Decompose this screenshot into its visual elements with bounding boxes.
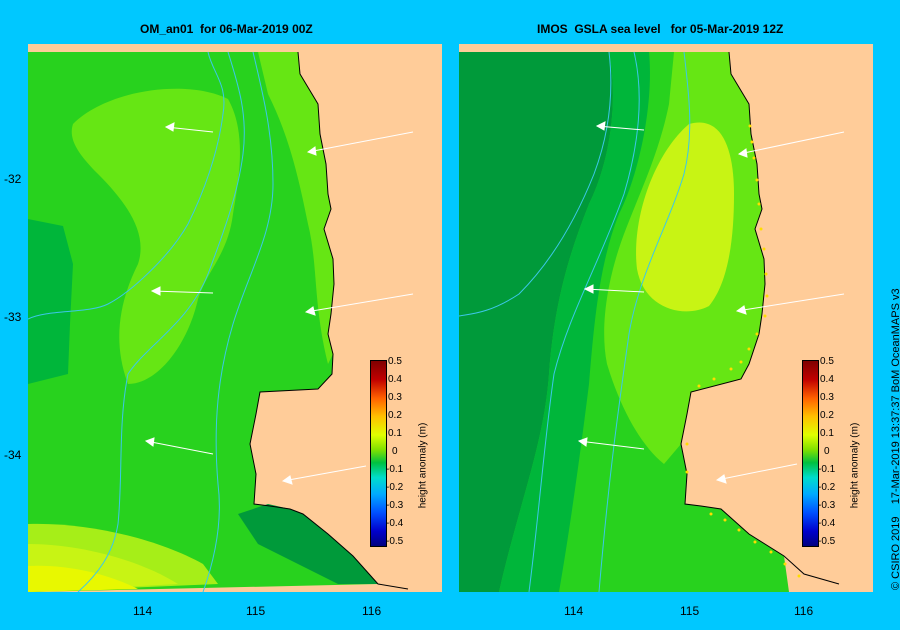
colorbar-tick: -0.1 xyxy=(818,464,836,475)
bathymetry-contour xyxy=(598,51,691,592)
bathymetry-contour xyxy=(77,51,245,592)
panel-title-right: IMOS GSLA sea level for 05-Mar-2019 12Z xyxy=(537,22,784,36)
contour-neg-0-1-west xyxy=(459,52,613,592)
current-arrows xyxy=(144,122,414,485)
colorbar-tick: -0.3 xyxy=(818,500,836,511)
contour-neg-0-05-west xyxy=(499,52,650,592)
colorbar-label: height anomaly (m) xyxy=(849,422,861,509)
colorbar-tick: 0.2 xyxy=(820,410,834,421)
bathymetry-contour xyxy=(202,51,274,592)
colorbar-tick: 0.4 xyxy=(820,374,834,385)
colorbar-tick: -0.3 xyxy=(386,500,404,511)
colorbar-tick: -0.5 xyxy=(818,536,836,547)
lon-tick-right: 116 xyxy=(794,604,814,618)
bathymetry-contour xyxy=(528,51,640,592)
lat-tick-left: -34 xyxy=(4,448,22,462)
current-arrows xyxy=(577,121,845,484)
contour-pos-0-15-core xyxy=(636,122,734,312)
colorbar-tick: -0.5 xyxy=(386,536,404,547)
colorbar-tick: 0 xyxy=(824,446,830,457)
lat-tick-left: -32 xyxy=(4,172,22,186)
colorbar-tick: 0.1 xyxy=(388,428,402,439)
coastline xyxy=(680,51,840,585)
colorbar-tick: 0.4 xyxy=(388,374,402,385)
colorbar-tick: -0.2 xyxy=(818,482,836,493)
colorbar-tick: 0.3 xyxy=(388,392,402,403)
coastline xyxy=(249,51,409,590)
lon-tick-left: 114 xyxy=(133,604,153,618)
bathymetry-contour xyxy=(459,51,612,317)
colorbar-tick: 0 xyxy=(392,446,398,457)
altimeter-track xyxy=(685,124,801,578)
colorbar-tick: 0.5 xyxy=(388,356,402,367)
credit-text: © CSIRO 2019 17-Mar-2019 13:37:37 BoM Oc… xyxy=(890,288,900,590)
lon-tick-left: 116 xyxy=(362,604,382,618)
sea-level-map-left xyxy=(28,44,442,592)
contour-pos-0-05-coast xyxy=(258,52,334,364)
lon-tick-left: 115 xyxy=(246,604,266,618)
bathymetry-contour xyxy=(28,51,225,320)
lon-tick-right: 114 xyxy=(564,604,584,618)
contour-pos-0-2-south xyxy=(28,565,138,592)
colorbar-tick: -0.1 xyxy=(386,464,404,475)
colorbar-label: height anomaly (m) xyxy=(417,422,429,509)
colorbar-tick: -0.4 xyxy=(818,518,836,529)
contour-pos-0-05 xyxy=(71,88,240,384)
contour-neg-0-05 xyxy=(28,219,73,384)
colorbar-right xyxy=(802,360,819,547)
map-panel-left xyxy=(28,44,442,592)
colorbar-left xyxy=(370,360,387,547)
lat-tick-left: -33 xyxy=(4,310,22,324)
colorbar-tick: 0.3 xyxy=(820,392,834,403)
colorbar-tick: 0.2 xyxy=(388,410,402,421)
colorbar-tick: -0.4 xyxy=(386,518,404,529)
contour-neg-0-1-southeast xyxy=(238,504,378,584)
colorbar-tick: 0.5 xyxy=(820,356,834,367)
panel-title-left: OM_an01 for 06-Mar-2019 00Z xyxy=(140,22,313,36)
colorbar-tick: -0.2 xyxy=(386,482,404,493)
lon-tick-right: 115 xyxy=(680,604,700,618)
colorbar-tick: 0.1 xyxy=(820,428,834,439)
